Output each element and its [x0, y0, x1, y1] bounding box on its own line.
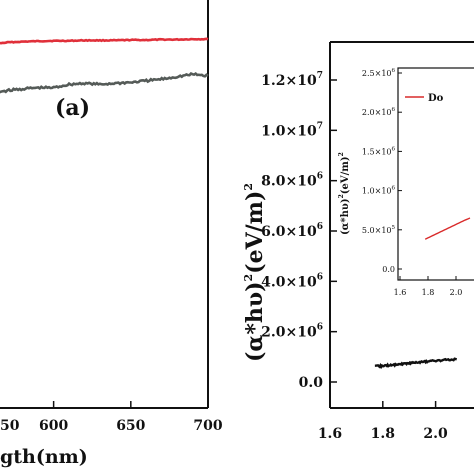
inset-y-tick-label: 1.0×106: [362, 186, 396, 196]
y-title-unit-sup: 2: [242, 183, 255, 191]
panel-b-x-tick-label: 1.6: [318, 426, 342, 442]
inset-plot: 0.0 5.0×105 1.0×106 1.5×106 2.0×106 2.5×106 1…: [338, 67, 474, 297]
inset-x-tick-label: 1.8: [422, 288, 435, 297]
panel-b-y-tick-label: 1.0×107: [261, 121, 323, 139]
panel-b-y-tick-label: 4.0×106: [261, 272, 323, 290]
panel-b-x-tick-label: 1.8: [371, 426, 395, 442]
panel-a-series-line: [0, 71, 209, 94]
svg-text:(α*hυ)2(eV/m)2: (α*hυ)2(eV/m)2: [242, 183, 268, 362]
inset-x-ticks: 1.6 1.8 2.0: [394, 276, 463, 297]
inset-frame: [397, 67, 474, 281]
inset-y-ticks: 0.0 5.0×105 1.0×106 1.5×106 2.0×106 2.5×106: [362, 68, 402, 274]
svg-text:(α*hυ)2(eV/m)2: (α*hυ)2(eV/m)2: [338, 152, 351, 235]
inset-y-tick-label: 0.0: [382, 265, 395, 274]
inset-y-title-unit-sup: 2: [338, 152, 345, 156]
panel-a-label: (a): [55, 95, 90, 121]
inset-y-axis-title: (α*hυ)2(eV/m)2: [338, 152, 351, 235]
panel-a-series: [0, 37, 209, 94]
inset-x-tick-label: 1.6: [394, 288, 407, 297]
inset-series-line: [424, 217, 471, 240]
inset-y-title-sup: 2: [338, 194, 345, 198]
panel-a-x-axis-title: gth(nm): [0, 446, 88, 468]
panel-b-y-tick-label: 2.0×106: [261, 323, 323, 341]
y-title-sup: 2: [242, 274, 255, 282]
panel-b-series-line: [374, 357, 458, 370]
inset-legend-label: Do: [428, 93, 444, 104]
panel-b: 0.0 2.0×106 4.0×106 6.0×106 8.0×106 1.0×107 1.…: [242, 41, 474, 442]
panel-b-x-tick-label: 2.0: [423, 426, 448, 442]
panel-b-y-axis-title: (α*hυ)2(eV/m)2: [242, 183, 268, 362]
panel-b-y-tick-label: 8.0×106: [261, 172, 323, 190]
panel-b-y-tick-label: 1.2×107: [261, 71, 323, 89]
inset-y-title-main: (α*hυ): [340, 198, 351, 235]
panel-b-y-ticks: 0.0 2.0×106 4.0×106 6.0×106 8.0×106 1.0×107 1.…: [261, 71, 337, 391]
inset-y-tick-label: 2.5×106: [362, 68, 396, 78]
inset-y-tick-label: 2.0×106: [362, 107, 396, 117]
inset-x-tick-label: 2.0: [450, 288, 463, 297]
panel-b-series: [374, 357, 458, 370]
inset-legend: Do: [405, 93, 444, 104]
panel-b-y-tick-label: 6.0×106: [261, 222, 323, 240]
y-title-unit: (eV/m): [242, 191, 268, 274]
panel-a: 50 600 650 700 (a) gth(nm): [0, 0, 223, 468]
panel-a-x-ticks: 50 600 650 700: [0, 401, 223, 434]
panel-a-x-tick-label: 50: [0, 418, 20, 434]
panel-a-series-line: [0, 37, 209, 45]
inset-y-tick-label: 1.5×106: [362, 146, 396, 156]
panel-b-y-tick-label: 0.0: [299, 375, 324, 391]
inset-series: [424, 217, 471, 240]
inset-y-title-unit: (eV/m): [340, 156, 351, 194]
y-title-main: (α*hυ): [242, 281, 268, 362]
panel-a-x-tick-label: 700: [193, 418, 222, 434]
panel-b-x-ticks: 1.61.82.02: [318, 401, 448, 442]
panel-a-x-tick-label: 650: [116, 418, 145, 434]
inset-y-tick-label: 5.0×105: [362, 225, 396, 235]
panel-a-x-tick-label: 600: [39, 418, 68, 434]
